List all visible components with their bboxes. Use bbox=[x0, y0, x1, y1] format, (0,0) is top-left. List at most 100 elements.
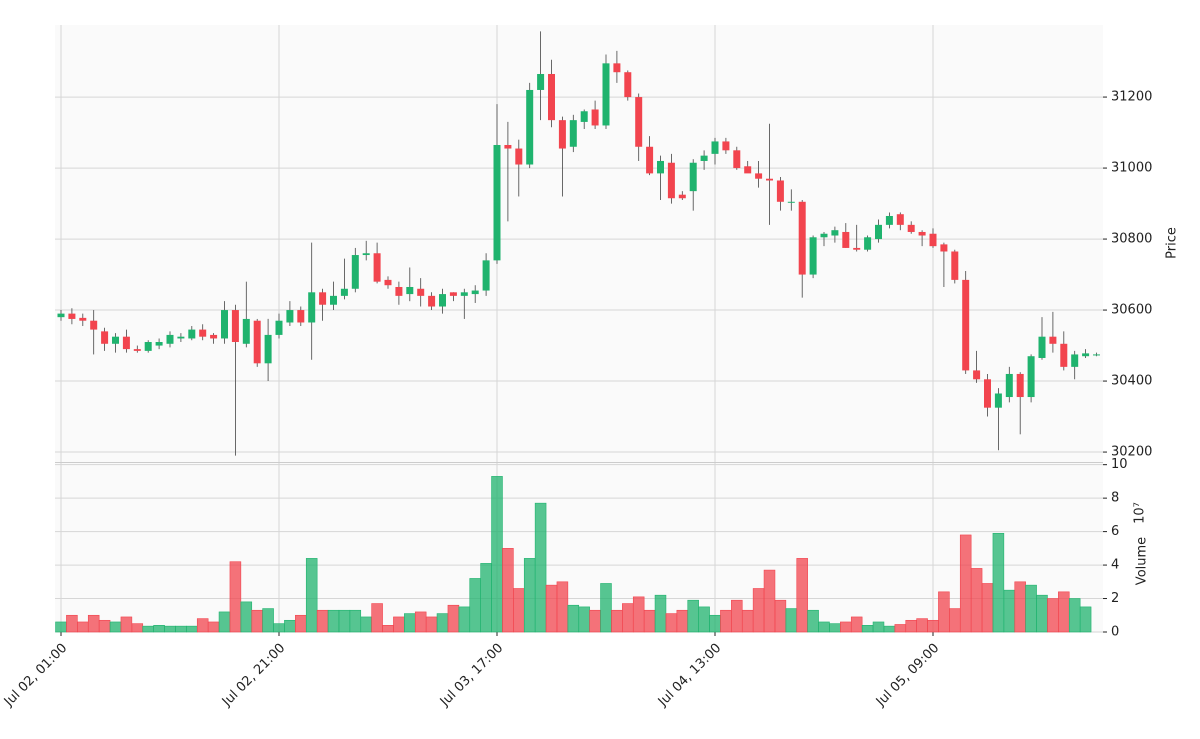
volume-bar bbox=[589, 609, 601, 633]
candle-body bbox=[210, 334, 218, 339]
volume-bar bbox=[295, 614, 307, 633]
candle-body bbox=[373, 253, 381, 282]
candle-body bbox=[199, 329, 207, 337]
volume-bar bbox=[894, 624, 907, 633]
y-tick-label: 30600 bbox=[1111, 303, 1152, 318]
candle-body bbox=[351, 255, 359, 289]
volume-bar bbox=[752, 588, 765, 633]
volume-bar bbox=[458, 606, 471, 633]
y-tick-label: 30400 bbox=[1111, 374, 1152, 389]
candle-body bbox=[973, 370, 981, 380]
volume-bar bbox=[1047, 598, 1059, 633]
volume-bar bbox=[763, 569, 776, 633]
volume-bar bbox=[1058, 591, 1070, 633]
candle-body bbox=[449, 292, 457, 296]
volume-bar bbox=[959, 534, 972, 633]
candle-body bbox=[558, 120, 566, 149]
candle-body bbox=[678, 194, 686, 199]
candle-body bbox=[471, 290, 479, 295]
volume-bar bbox=[632, 596, 645, 633]
volume-bar bbox=[186, 625, 198, 633]
candle-body bbox=[951, 251, 959, 280]
candle-body bbox=[330, 295, 337, 305]
candle-body bbox=[57, 313, 65, 318]
volume-bar bbox=[905, 619, 917, 633]
volume-bar bbox=[251, 609, 263, 633]
volume-bar bbox=[66, 614, 78, 633]
volume-bar bbox=[1068, 598, 1081, 633]
volume-tick-label: 10 bbox=[1111, 457, 1128, 472]
volume-bar bbox=[567, 604, 580, 633]
candle-body bbox=[864, 237, 872, 250]
candle-body bbox=[504, 144, 512, 149]
candle-body bbox=[188, 329, 196, 339]
volume-bar bbox=[731, 599, 743, 633]
candle-body bbox=[242, 318, 250, 344]
candle-body bbox=[340, 288, 348, 296]
volume-bar bbox=[338, 609, 351, 633]
volume-bar bbox=[175, 625, 187, 633]
volume-bar bbox=[861, 625, 874, 633]
volume-bar bbox=[1036, 594, 1048, 633]
candle-body bbox=[853, 247, 861, 250]
volume-bar bbox=[491, 476, 503, 633]
volume-tick-label: 2 bbox=[1111, 591, 1119, 606]
volume-bar bbox=[807, 609, 819, 633]
candle-body bbox=[984, 379, 991, 408]
candle-body bbox=[384, 279, 392, 286]
volume-tick-label: 8 bbox=[1111, 491, 1119, 506]
volume-bar bbox=[938, 591, 950, 633]
candle-body bbox=[809, 237, 817, 275]
candle-body bbox=[700, 155, 708, 161]
volume-scale-label: 10⁷ bbox=[1133, 502, 1148, 524]
volume-bar bbox=[643, 609, 656, 633]
volume-bar bbox=[916, 618, 928, 633]
candle-body bbox=[286, 310, 294, 323]
volume-bar bbox=[327, 609, 340, 633]
volume-tick-label: 6 bbox=[1111, 524, 1119, 539]
volume-bar bbox=[850, 616, 863, 633]
candle-body bbox=[831, 230, 839, 236]
candle-body bbox=[994, 393, 1002, 408]
candle-body bbox=[787, 201, 795, 203]
volume-bar bbox=[709, 614, 721, 633]
candle-body bbox=[646, 146, 654, 174]
volume-bar bbox=[829, 623, 841, 633]
candle-body bbox=[613, 63, 621, 73]
volume-bar bbox=[687, 599, 699, 633]
volume-bar bbox=[164, 625, 176, 633]
candle-body bbox=[580, 111, 588, 122]
volume-bar bbox=[611, 609, 623, 633]
candle-body bbox=[755, 173, 763, 179]
volume-bar bbox=[218, 611, 231, 633]
candle-body bbox=[885, 215, 893, 225]
volume-bar bbox=[98, 619, 111, 633]
volume-bar bbox=[502, 548, 514, 633]
candle-body bbox=[602, 63, 610, 126]
volume-bar bbox=[665, 613, 678, 633]
candle-body bbox=[428, 295, 436, 307]
y-tick-label: 30200 bbox=[1111, 445, 1152, 460]
candle-body bbox=[482, 260, 490, 291]
candle-body bbox=[362, 253, 370, 256]
candle-body bbox=[1038, 336, 1046, 358]
x-tick-label: Jul 03, 17:00 bbox=[437, 641, 506, 710]
candle-body bbox=[133, 349, 141, 351]
candle-body bbox=[112, 336, 119, 344]
price-axis-label: Price bbox=[1165, 227, 1180, 259]
candle-body bbox=[896, 214, 904, 225]
volume-bar bbox=[1025, 584, 1037, 633]
volume-bar bbox=[393, 616, 405, 633]
volume-bar bbox=[436, 613, 449, 633]
x-tick-label: Jul 04, 13:00 bbox=[655, 641, 724, 710]
volume-bar bbox=[796, 558, 808, 633]
x-tick-label: Jul 05, 09:00 bbox=[873, 641, 942, 710]
volume-bar bbox=[883, 625, 896, 633]
candle-body bbox=[68, 313, 76, 319]
candle-body bbox=[918, 231, 926, 236]
volume-bar bbox=[785, 608, 798, 633]
volume-bar bbox=[534, 502, 547, 633]
candle-body bbox=[90, 320, 98, 330]
volume-bar bbox=[196, 618, 209, 633]
volume-bar bbox=[676, 609, 689, 633]
